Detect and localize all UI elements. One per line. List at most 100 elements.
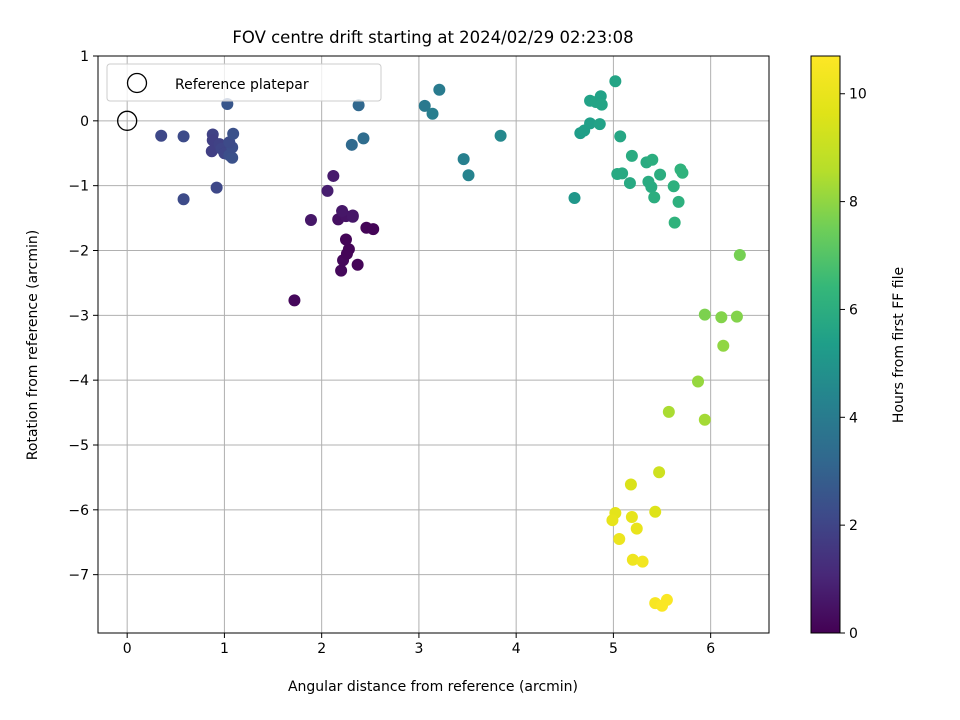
data-point [595,98,608,111]
colorbar-tick-label: 6 [849,302,858,318]
data-point [205,145,218,158]
data-point [662,405,675,418]
data-point [367,223,380,236]
reference-point-marker [117,110,138,131]
x-tick-label: 4 [512,641,521,657]
x-tick-label: 1 [220,641,229,657]
x-tick-label: 6 [706,641,715,657]
data-point [698,413,711,426]
data-point [606,514,619,527]
data-point [660,593,673,606]
data-point [327,169,340,182]
data-point [345,138,358,151]
data-point [494,129,507,142]
data-point [645,180,658,193]
x-tick-label: 5 [609,641,618,657]
colorbar-tick-label: 2 [849,518,858,534]
data-point [649,505,662,518]
data-point [648,191,661,204]
y-tick-label: −2 [68,243,89,259]
legend-entry-label: Reference platepar [175,77,309,93]
data-point [177,193,190,206]
y-tick-label: −5 [68,438,89,454]
colorbar: 0 2 4 6 8 10 Hours from first FF file [810,55,907,642]
x-tick-label: 3 [414,641,423,657]
y-tick-label: −6 [68,503,89,519]
chart-title: FOV centre drift starting at 2024/02/29 … [232,28,633,47]
data-points [117,75,746,612]
colorbar-tick-label: 4 [849,410,858,426]
data-point [672,195,685,208]
data-point [155,129,168,142]
data-point [227,127,240,140]
x-tick-label: 2 [317,641,326,657]
data-point [351,258,364,271]
data-point [433,83,446,96]
data-point [616,167,629,180]
data-point [623,177,636,190]
data-point [226,151,239,164]
data-point [568,191,581,204]
data-point [624,478,637,491]
x-axis-ticks: 0 1 2 3 4 5 6 [123,633,715,657]
data-point [733,249,746,262]
colorbar-tick-label: 8 [849,195,858,211]
data-point [668,216,681,229]
data-point [636,555,649,568]
data-point [336,204,349,217]
y-axis-ticks: 1 0 −1 −2 −3 −4 −5 −6 −7 [68,49,98,584]
data-point [357,132,370,145]
data-point [418,99,431,112]
data-point [593,118,606,131]
data-point [654,168,667,181]
data-point [717,339,730,352]
data-point [667,180,680,193]
data-point [614,130,627,143]
data-point [630,522,643,535]
x-axis-label: Angular distance from reference (arcmin) [288,679,578,695]
y-tick-label: 0 [80,114,89,130]
data-point [676,166,689,179]
y-tick-label: −4 [68,373,89,389]
data-point [339,233,352,246]
y-axis-label: Rotation from reference (arcmin) [25,230,41,460]
data-point [457,153,470,166]
grid [98,55,769,633]
y-tick-label: −3 [68,308,89,324]
data-point [730,310,743,323]
colorbar-ticks: 0 2 4 6 8 10 [840,87,867,642]
data-point [426,107,439,120]
data-point [653,466,666,479]
data-point [288,294,301,307]
data-point [625,149,638,162]
data-point [346,209,359,222]
colorbar-tick-label: 0 [849,626,858,642]
colorbar-tick-label: 10 [849,87,867,103]
colorbar-gradient [810,55,841,634]
data-point [692,375,705,388]
data-point [613,532,626,545]
data-point [462,169,475,182]
data-point [342,243,355,256]
data-point [626,553,639,566]
plot-frame [97,55,770,634]
data-point [584,117,597,130]
data-point [177,130,190,143]
x-tick-label: 0 [123,641,132,657]
y-tick-label: −1 [68,179,89,195]
y-tick-label: −7 [68,568,89,584]
data-point [609,75,622,88]
y-tick-label: 1 [80,49,89,65]
data-point [698,308,711,321]
legend-reference-marker [126,72,148,94]
data-point [352,99,365,112]
data-point [715,311,728,324]
data-point [321,184,334,197]
data-point [646,153,659,166]
legend-box [106,63,382,102]
data-point [335,264,348,277]
colorbar-label: Hours from first FF file [891,267,907,423]
legend: Reference platepar [106,63,382,102]
data-point [304,214,317,227]
